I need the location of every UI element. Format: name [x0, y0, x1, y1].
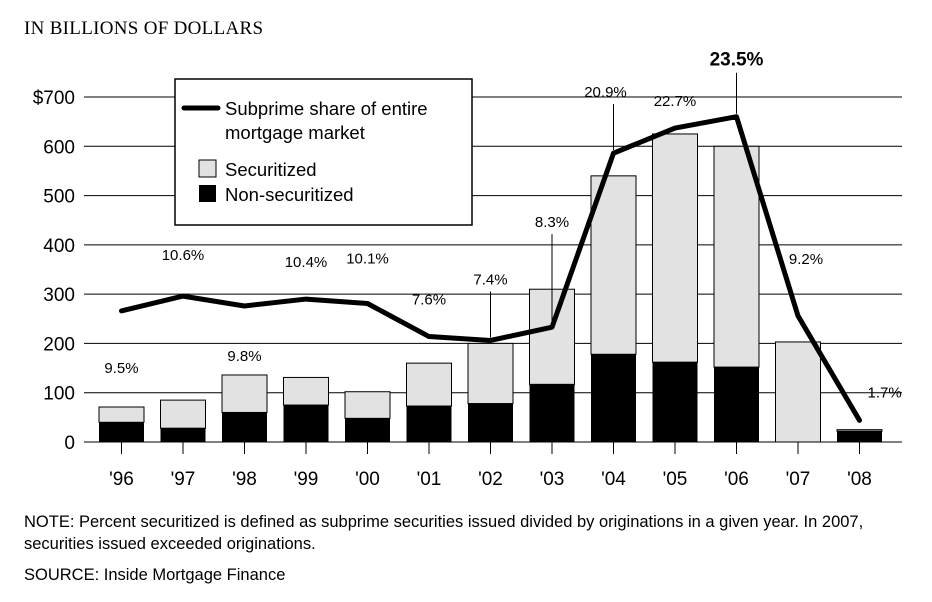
y-tick-label: 300	[43, 285, 75, 306]
footnote: NOTE: Percent securitized is defined as …	[24, 513, 864, 553]
bar-securitized	[283, 376, 329, 406]
share-label: 7.6%	[412, 292, 446, 309]
share-line	[119, 114, 862, 423]
y-tick-label: 0	[64, 433, 75, 454]
source-line: SOURCE: Inside Mortgage Finance	[24, 566, 286, 584]
x-tick-label: '97	[171, 469, 196, 490]
legend-securitized-swatch	[198, 159, 217, 178]
x-tick-label: '03	[540, 469, 565, 490]
bar-securitized	[590, 175, 637, 355]
x-tick-label: '96	[109, 469, 134, 490]
x-axis-ticks: '96 '97 '98 '99 '00 '01 '02 '03 '04 '05 '06 '07 '08	[109, 442, 872, 490]
x-tick-label: '04	[601, 469, 626, 490]
bar-non-securitized	[468, 403, 513, 442]
share-label: 20.9%	[584, 84, 627, 101]
share-label: 9.2%	[789, 251, 823, 268]
x-tick-label: '08	[847, 469, 872, 490]
bar-non-securitized	[99, 422, 144, 442]
share-label: 8.3%	[535, 214, 569, 231]
x-tick-label: '07	[786, 469, 811, 490]
bars	[98, 133, 883, 443]
bar-non-securitized	[283, 405, 329, 442]
y-axis-ticks: 0 100 200 300 400 500 600 $700	[33, 88, 75, 454]
share-label: 10.1%	[346, 251, 389, 268]
bar-securitized	[406, 362, 452, 407]
bar-non-securitized	[714, 367, 759, 442]
x-tick-label: '98	[232, 469, 257, 490]
bar-securitized	[98, 406, 145, 423]
y-tick-label: 500	[43, 187, 75, 208]
bar-securitized	[713, 145, 760, 368]
x-tick-label: '99	[294, 469, 319, 490]
label-connectors	[490, 72, 737, 338]
x-tick-label: '02	[478, 469, 503, 490]
share-label: 10.4%	[285, 254, 328, 271]
bar-securitized	[160, 399, 206, 429]
legend-line-label-2: mortgage market	[225, 122, 365, 143]
share-label: 9.5%	[104, 360, 138, 377]
share-label: 1.7%	[868, 384, 902, 401]
y-tick-label: 600	[43, 137, 75, 158]
share-line-path	[119, 114, 862, 423]
bar-non-securitized	[222, 412, 267, 442]
bar-non-securitized	[406, 406, 452, 442]
legend-non-securitized-swatch	[199, 185, 216, 202]
bar-securitized	[221, 374, 268, 413]
bar-non-securitized	[652, 362, 698, 442]
x-tick-label: '01	[417, 469, 442, 490]
units-label: IN BILLIONS OF DOLLARS	[24, 18, 264, 39]
legend-non-securitized-label: Non-securitized	[225, 184, 354, 205]
y-tick-label: 100	[43, 384, 75, 405]
bar-non-securitized	[529, 384, 575, 442]
share-label: 10.6%	[162, 247, 205, 264]
share-label: 7.4%	[473, 271, 507, 288]
legend: Subprime share of entire mortgage market…	[174, 78, 473, 226]
bar-securitized	[467, 342, 514, 405]
bar-non-securitized	[160, 428, 206, 442]
bar-securitized	[775, 341, 821, 443]
x-tick-label: '06	[724, 469, 749, 490]
share-label: 23.5%	[710, 50, 764, 71]
bar-non-securitized	[837, 431, 882, 442]
share-label: 9.8%	[227, 348, 261, 365]
bar-securitized	[836, 429, 883, 432]
x-tick-label: '00	[355, 469, 380, 490]
y-tick-label: 400	[43, 236, 75, 257]
y-tick-label: $700	[33, 88, 75, 109]
bar-non-securitized	[591, 354, 636, 442]
legend-box	[174, 78, 473, 226]
y-tick-label: 200	[43, 334, 75, 355]
share-labels: 9.5% 10.6% 9.8% 10.4% 10.1% 7.6% 7.4% 8.3% 20.9%…	[104, 50, 901, 402]
bar-non-securitized	[345, 418, 390, 442]
bar-securitized	[344, 391, 391, 419]
legend-line-label-1: Subprime share of entire	[225, 98, 428, 119]
legend-securitized-label: Securitized	[225, 159, 317, 180]
bar-securitized	[652, 133, 698, 363]
share-label: 22.7%	[654, 93, 697, 110]
x-tick-label: '05	[663, 469, 688, 490]
